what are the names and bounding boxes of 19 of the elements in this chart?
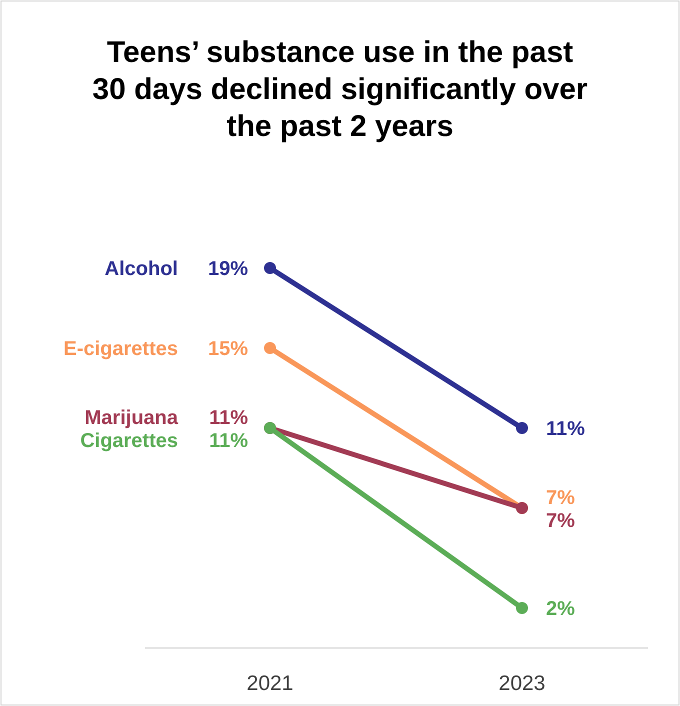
data-label: 7%: [546, 510, 576, 532]
data-label: 7%: [546, 487, 576, 509]
data-label: 19%: [208, 258, 248, 280]
text: Cigarettes: [80, 430, 178, 452]
data-label: 2%: [546, 598, 576, 620]
x-tick-label: 2021: [246, 672, 294, 695]
data-label: 15%: [208, 338, 248, 360]
data-label: 11%: [209, 430, 248, 452]
text: Marijuana: [84, 407, 179, 429]
data-label: 11%: [209, 407, 248, 429]
x-tick-label: 2023: [498, 672, 546, 695]
data-label: 11%: [546, 418, 586, 440]
point: [516, 422, 528, 434]
point: [264, 342, 276, 354]
point: [516, 602, 528, 614]
point: [264, 262, 276, 274]
chart-title: Teens’ substance use in the past 30 days declined significantly over the past 2 years: [92, 36, 588, 143]
text: Alcohol: [104, 258, 178, 280]
text: E-cigarettes: [64, 338, 178, 360]
